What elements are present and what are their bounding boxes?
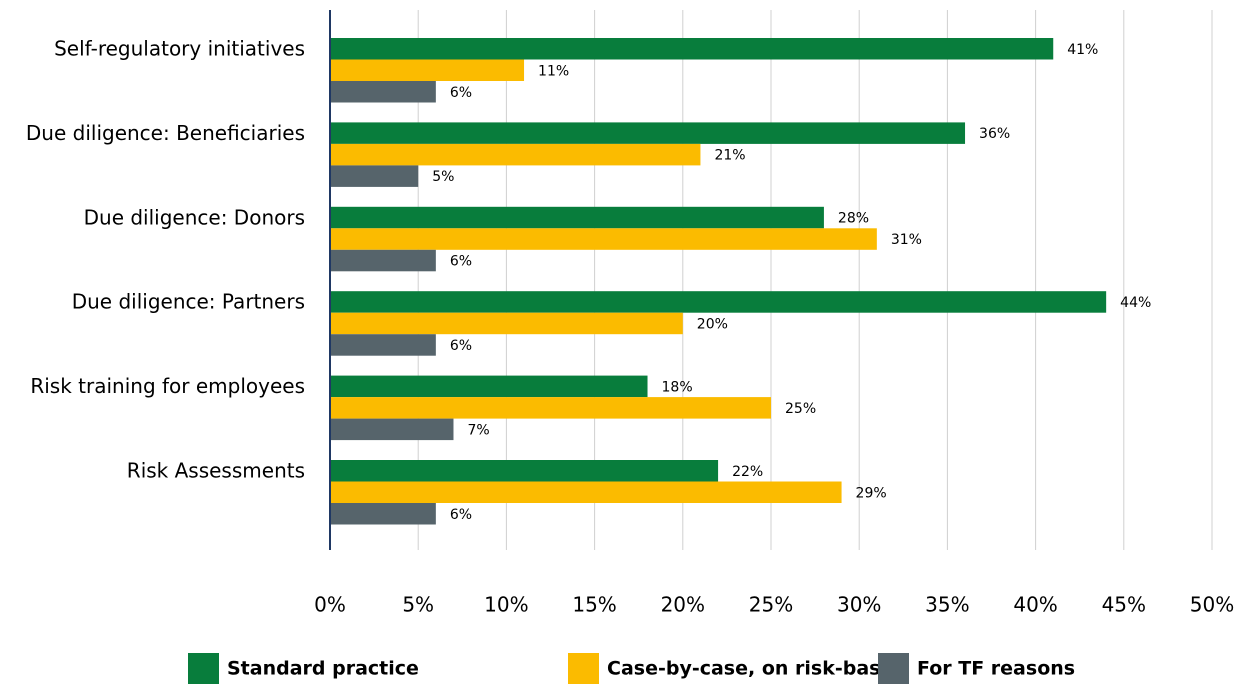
value-label: 20%	[697, 316, 728, 332]
bar	[330, 291, 1107, 313]
bar	[330, 122, 966, 144]
bar	[330, 143, 701, 166]
value-label: 21%	[714, 148, 745, 164]
legend-label: For TF reasons	[917, 658, 1075, 680]
x-tick-label: 35%	[925, 593, 969, 617]
value-label: 6%	[450, 507, 472, 523]
value-label: 25%	[785, 401, 816, 417]
category-label: Risk training for employees	[30, 374, 305, 398]
value-label: 11%	[538, 63, 569, 79]
bar	[330, 460, 719, 482]
bar	[330, 481, 842, 503]
value-label: 44%	[1120, 295, 1151, 311]
category-label: Risk Assessments	[127, 459, 305, 483]
value-label: 7%	[467, 422, 489, 438]
bar	[330, 38, 1054, 60]
category-label: Due diligence: Donors	[84, 205, 305, 229]
legend-swatch	[568, 653, 599, 684]
value-label: 18%	[662, 379, 693, 395]
value-label: 36%	[979, 126, 1010, 142]
bar	[330, 81, 436, 103]
value-label: 29%	[856, 485, 887, 501]
bar	[330, 418, 454, 441]
x-tick-label: 10%	[484, 593, 528, 617]
bar	[330, 312, 683, 335]
legend-swatch	[188, 653, 219, 684]
bar	[330, 206, 824, 229]
value-label: 22%	[732, 464, 763, 480]
x-tick-label: 40%	[1013, 593, 1057, 617]
legend-label: Case-by-case, on risk-basis	[607, 658, 898, 680]
value-label: 31%	[891, 232, 922, 248]
x-tick-label: 0%	[314, 593, 346, 617]
x-tick-label: 45%	[1102, 593, 1146, 617]
category-label: Due diligence: Partners	[72, 290, 305, 314]
bar	[330, 375, 648, 398]
value-label: 6%	[450, 85, 472, 101]
x-tick-label: 20%	[661, 593, 705, 617]
bar	[330, 249, 436, 272]
legend-swatch	[878, 653, 909, 684]
bar	[330, 334, 436, 356]
x-tick-label: 5%	[402, 593, 434, 617]
bar	[330, 59, 525, 81]
value-label: 41%	[1067, 42, 1098, 58]
bar	[330, 228, 877, 250]
bar	[330, 165, 419, 187]
x-tick-label: 15%	[572, 593, 616, 617]
x-tick-label: 25%	[749, 593, 793, 617]
category-label: Due diligence: Beneficiaries	[26, 121, 305, 145]
value-label: 6%	[450, 254, 472, 270]
bar	[330, 397, 771, 419]
x-tick-label: 30%	[837, 593, 881, 617]
value-label: 6%	[450, 338, 472, 354]
legend-label: Standard practice	[227, 658, 419, 680]
bar	[330, 503, 436, 525]
value-label: 5%	[432, 169, 454, 185]
x-tick-label: 50%	[1190, 593, 1234, 617]
value-label: 28%	[838, 211, 869, 227]
category-label: Self-regulatory initiatives	[54, 37, 305, 61]
